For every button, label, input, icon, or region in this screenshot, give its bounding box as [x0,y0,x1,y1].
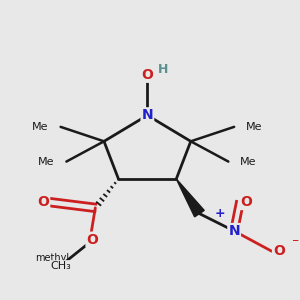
Text: N: N [142,108,153,122]
Text: O: O [273,244,285,258]
Text: +: + [214,207,225,220]
Text: H: H [158,62,169,76]
Text: Me: Me [32,122,49,132]
Text: ⁻: ⁻ [291,236,298,250]
Text: Me: Me [240,157,257,166]
Text: N: N [228,224,240,238]
Text: O: O [86,233,98,247]
Text: O: O [37,195,49,209]
Text: methyl: methyl [35,254,69,263]
Text: CH₃: CH₃ [50,261,71,271]
Text: O: O [240,195,252,209]
Text: Me: Me [38,157,54,166]
Text: O: O [141,68,153,82]
Text: Me: Me [246,122,262,132]
Polygon shape [176,179,204,217]
